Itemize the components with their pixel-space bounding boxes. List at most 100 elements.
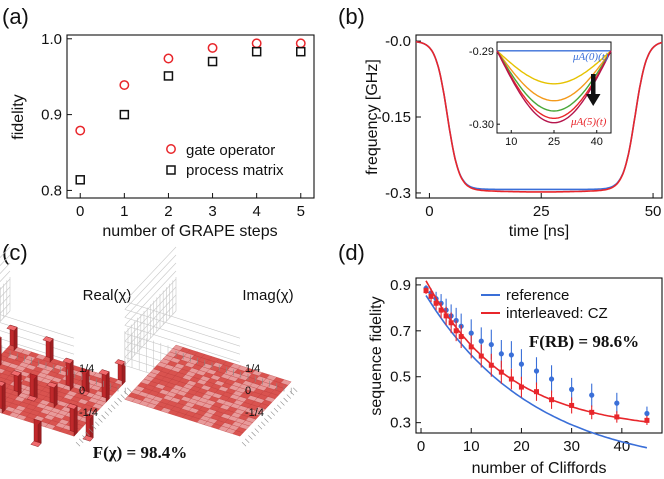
side-grid-line [0,254,11,267]
legend-marker-process-matrix [166,165,176,175]
bar-top-face [0,380,6,387]
gate-operator-point [207,42,218,53]
y-tick-label: -0.0 [385,33,411,50]
bar-side-face [13,326,18,352]
panel-b-lines [415,41,663,193]
y-tick [75,441,81,447]
panel-d-ticks: 0 10 20 30 400.30.50.70.9 [390,277,630,455]
interleaved-point [423,288,429,294]
y-tick [78,438,84,444]
y-tick [98,418,103,423]
process-matrix-point [251,46,262,57]
x-tick-label: 2 [164,203,172,220]
z-tick-label: -1/4 [245,407,264,419]
imag-chi-3d-plot: 1/4 0 -1/4 [124,246,298,447]
interleaved-point [488,362,494,368]
inset-ticks: 10 25 40 -0.29 -0.30 [469,46,603,148]
panel-b-inset: 10 25 40 -0.29 -0.30 μA(0)(t) μA(5)(t) [469,41,612,148]
inset-x-tick-label: 40 [591,136,603,148]
reference-point [569,386,575,392]
x-tick-label: 1 [120,203,128,220]
panel-a-xlabel: number of GRAPE steps [102,223,277,240]
back-grid-line [124,301,241,339]
panel-b-ticks: 0 25 50 -0.0 -0.15 -0.3 [377,33,662,220]
bar-side-face [69,359,74,392]
side-grid-line [0,246,11,259]
panel-a-marks [75,38,306,185]
bar-side-face [105,371,110,403]
surface-tile [280,379,292,386]
back-grid-line [124,325,241,363]
panel-a-legend: gate operator process matrix [166,142,284,179]
interleaved-point [468,344,474,350]
side-grid-line [124,262,177,318]
x-tick-label: 0 [425,203,433,220]
panel-a: (a) 0 1 2 3 4 5 0.8 0.9 1.0 number of GRAPE step… [2,4,315,240]
bar-top-face [62,357,74,364]
gate-operator-point [251,38,262,49]
panel-b-xlabel: time [ns] [509,223,569,240]
y-tick [117,397,122,403]
inset-label-final: μA(5)(t) [570,116,607,128]
bar-top-face [6,324,18,331]
y-tick [248,435,253,440]
real-chi-title: Real(χ) [83,287,132,304]
y-tick-label: 0.9 [41,107,62,124]
y-tick-label: 0.8 [41,182,62,199]
inset-y-tick-label: -0.29 [469,46,494,58]
panel-a-ticks: 0 1 2 3 4 5 0.8 0.9 1.0 [41,31,305,220]
panel-c: (c) Real(χ) Imag(χ) 1/4 0 -1/4 1/4 0 -1/4 F(… [0,240,298,462]
side-grid-line [124,310,177,366]
panel-d-marks [423,280,650,449]
y-tick [244,438,250,444]
panel-d-ylabel: sequence fidelity [368,296,385,415]
side-grid-line [0,302,11,315]
inset-curve-1 [496,50,612,85]
reference-point [478,338,484,344]
panel-b-label: (b) [338,4,365,29]
legend-marker-gate-operator [166,144,176,154]
bar-top-face [42,336,54,343]
interleaved-point [549,397,555,403]
imag-chi-title: Imag(χ) [242,287,293,304]
bar-top-face [26,395,38,402]
x-tick-label: 50 [645,203,662,220]
inset-y-tick-label: -0.30 [469,119,494,131]
back-grid-line [0,314,75,339]
real-chi-3d-plot: 1/4 0 -1/4 [0,246,132,448]
inset-down-arrow [586,74,601,106]
reference-point [533,368,540,374]
bar-side-face [1,382,6,414]
gate-operator-point [119,80,130,90]
z-tick-label: -1/4 [79,407,98,419]
y-tick [107,407,113,413]
y-tick [267,414,272,420]
inset-x-tick-label: 10 [505,136,517,148]
x-tick-label: 10 [463,438,480,455]
panel-d-axes-frame [415,277,663,434]
interleaved-point [428,293,434,299]
legend-label-reference: reference [506,287,569,304]
back-grid-line [124,309,241,347]
side-grid-line [0,270,11,283]
interleaved-point [443,313,449,319]
reference-point [589,392,595,398]
process-matrix-point [163,71,174,81]
y-tick [264,418,269,423]
bar-side-face [73,405,78,437]
z-tick-label: 0 [245,385,251,397]
gate-operator-point [75,125,86,136]
y-tick [292,387,298,393]
bar-top-face [66,403,78,410]
bar-top-face [98,369,110,376]
panel-c-label: (c) [2,240,28,265]
x-tick-label: 30 [563,438,580,455]
reference-point [518,361,525,367]
side-grid-line [0,294,11,307]
panel-b: (b) 0 25 50 -0.0 -0.15 -0.3 time [ns] frequen… [338,4,663,240]
y-tick [251,431,256,437]
panel-a-label: (a) [2,4,29,29]
y-tick [88,428,94,433]
side-grid-line [0,310,11,323]
interleaved-point [433,300,439,306]
